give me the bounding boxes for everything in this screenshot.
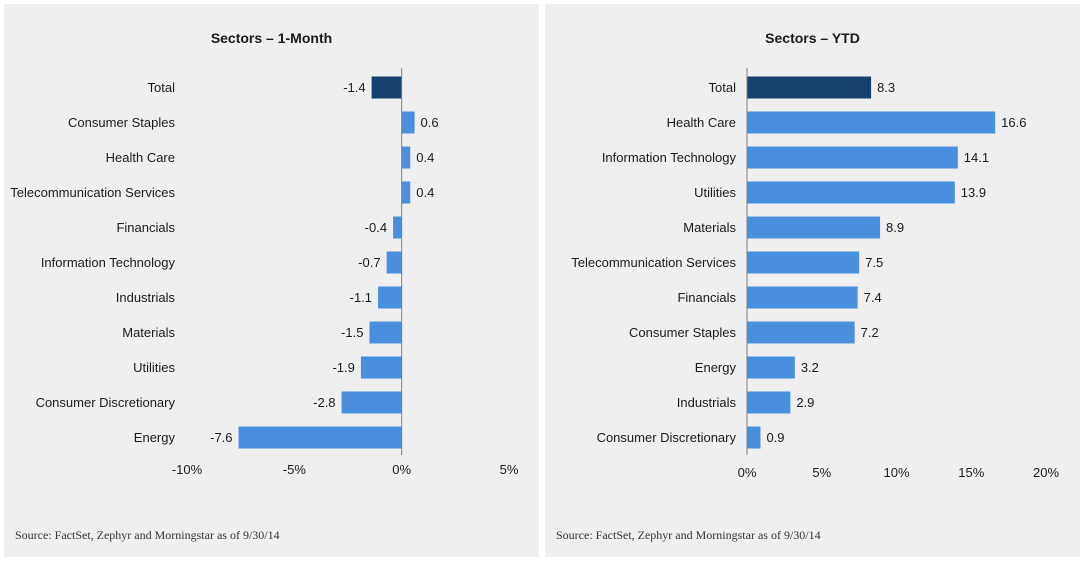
bar-telecommunication-services: [401, 181, 411, 204]
category-label: Total: [709, 80, 737, 95]
bar-industrials: [378, 286, 402, 309]
category-label: Telecommunication Services: [571, 255, 736, 270]
data-label: 0.4: [416, 185, 434, 200]
bar-total: [747, 76, 872, 99]
chart-panel-1-month: Sectors – 1-Month Total -1.4 Consumer Stap…: [4, 4, 539, 557]
data-label: -1.4: [343, 80, 365, 95]
bar-industrials: [747, 391, 791, 414]
data-label: 0.9: [766, 430, 784, 445]
category-label: Materials: [122, 325, 175, 340]
bar-chart-1-month: Total -1.4 Consumer Staples 0.6 Health Care 0…: [10, 68, 519, 477]
bar-energy: [747, 356, 795, 379]
category-label: Telecommunication Services: [10, 185, 175, 200]
data-label: -2.8: [313, 395, 335, 410]
data-label: 0.4: [416, 150, 434, 165]
x-tick-label: 15%: [958, 465, 984, 480]
bar-telecommunication-services: [747, 251, 860, 274]
data-label: 3.2: [801, 360, 819, 375]
category-label: Utilities: [133, 360, 175, 375]
bar-energy: [238, 426, 402, 449]
bar-information-technology: [747, 146, 958, 169]
data-label: -7.6: [210, 430, 232, 445]
data-label: 14.1: [964, 150, 989, 165]
category-label: Total: [148, 80, 176, 95]
data-label: -0.4: [365, 220, 387, 235]
bar-information-technology: [386, 251, 402, 274]
data-label: 16.6: [1001, 115, 1026, 130]
data-label: 7.2: [861, 325, 879, 340]
chart-title: Sectors – 1-Month: [210, 30, 333, 46]
chart-title: Sectors – YTD: [765, 30, 860, 46]
category-label: Industrials: [677, 395, 737, 410]
bar-financials: [747, 286, 858, 309]
category-label: Industrials: [116, 290, 176, 305]
data-label: 13.9: [961, 185, 986, 200]
data-label: 2.9: [796, 395, 814, 410]
bar-health-care: [747, 111, 996, 134]
category-label: Utilities: [694, 185, 736, 200]
x-tick-label: 0%: [738, 465, 757, 480]
category-label: Health Care: [106, 150, 175, 165]
category-label: Financials: [116, 220, 175, 235]
bar-total: [371, 76, 402, 99]
category-label: Energy: [695, 360, 737, 375]
bar-financials: [393, 216, 402, 239]
data-label: 8.9: [886, 220, 904, 235]
data-label: -1.5: [341, 325, 363, 340]
category-label: Consumer Staples: [629, 325, 736, 340]
x-tick-label: 20%: [1033, 465, 1059, 480]
bar-consumer-discretionary: [747, 426, 761, 449]
source-note: Source: FactSet, Zephyr and Morningstar …: [15, 528, 280, 542]
data-label: -0.7: [358, 255, 380, 270]
category-label: Financials: [677, 290, 736, 305]
x-tick-label: 10%: [883, 465, 909, 480]
category-label: Energy: [134, 430, 176, 445]
x-tick-label: -10%: [172, 462, 203, 477]
source-note: Source: FactSet, Zephyr and Morningstar …: [556, 528, 821, 542]
x-tick-label: 5%: [812, 465, 831, 480]
bar-consumer-staples: [401, 111, 415, 134]
bar-utilities: [747, 181, 955, 204]
chart-panel-ytd: Sectors – YTD Total 8.3 Health Care 16.6 Inf…: [545, 4, 1080, 557]
category-label: Information Technology: [41, 255, 176, 270]
data-label: 7.5: [865, 255, 883, 270]
data-label: -1.1: [350, 290, 372, 305]
bar-chart-ytd: Total 8.3 Health Care 16.6 Information Techn…: [571, 68, 1059, 480]
category-label: Materials: [683, 220, 736, 235]
category-label: Health Care: [667, 115, 736, 130]
category-label: Consumer Staples: [68, 115, 175, 130]
data-label: -1.9: [332, 360, 354, 375]
bar-materials: [369, 321, 402, 344]
category-label: Consumer Discretionary: [597, 430, 737, 445]
data-label: 8.3: [877, 80, 895, 95]
bar-consumer-staples: [747, 321, 855, 344]
data-label: 0.6: [421, 115, 439, 130]
x-tick-label: 5%: [500, 462, 519, 477]
bar-utilities: [360, 356, 402, 379]
bar-consumer-discretionary: [341, 391, 402, 414]
bar-health-care: [401, 146, 411, 169]
x-tick-label: -5%: [283, 462, 307, 477]
data-label: 7.4: [864, 290, 882, 305]
category-label: Information Technology: [602, 150, 737, 165]
x-tick-label: 0%: [392, 462, 411, 477]
bar-materials: [747, 216, 881, 239]
category-label: Consumer Discretionary: [36, 395, 176, 410]
